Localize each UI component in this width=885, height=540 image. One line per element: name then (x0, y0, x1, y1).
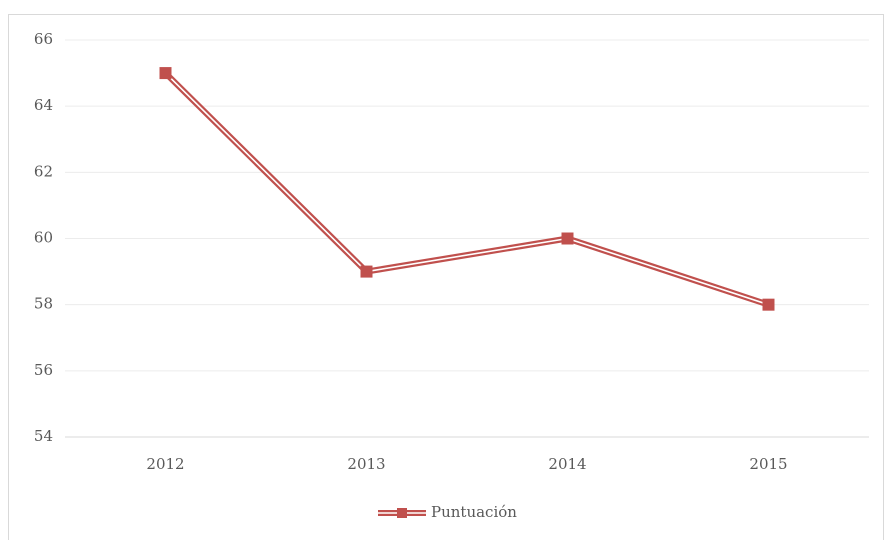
x-tick-label: 2015 (749, 455, 787, 473)
marker (159, 67, 172, 80)
legend-label: Puntuación (431, 503, 517, 521)
x-tick-label: 2012 (146, 455, 184, 473)
marker (360, 265, 373, 278)
y-tick-label: 56 (34, 361, 53, 379)
marker (561, 232, 574, 245)
series-line-inner (164, 72, 769, 306)
y-tick-label: 58 (34, 295, 53, 313)
y-tick-label: 64 (34, 96, 53, 114)
x-tick-label: 2013 (347, 455, 385, 473)
y-tick-label: 62 (34, 162, 53, 180)
marker (762, 298, 775, 311)
y-tick-label: 54 (34, 427, 53, 445)
y-tick-label: 60 (34, 229, 53, 247)
chart-border (8, 14, 884, 540)
legend-marker (397, 508, 407, 518)
series-line (163, 70, 770, 308)
y-tick-label: 66 (34, 30, 53, 48)
x-tick-label: 2014 (548, 455, 586, 473)
